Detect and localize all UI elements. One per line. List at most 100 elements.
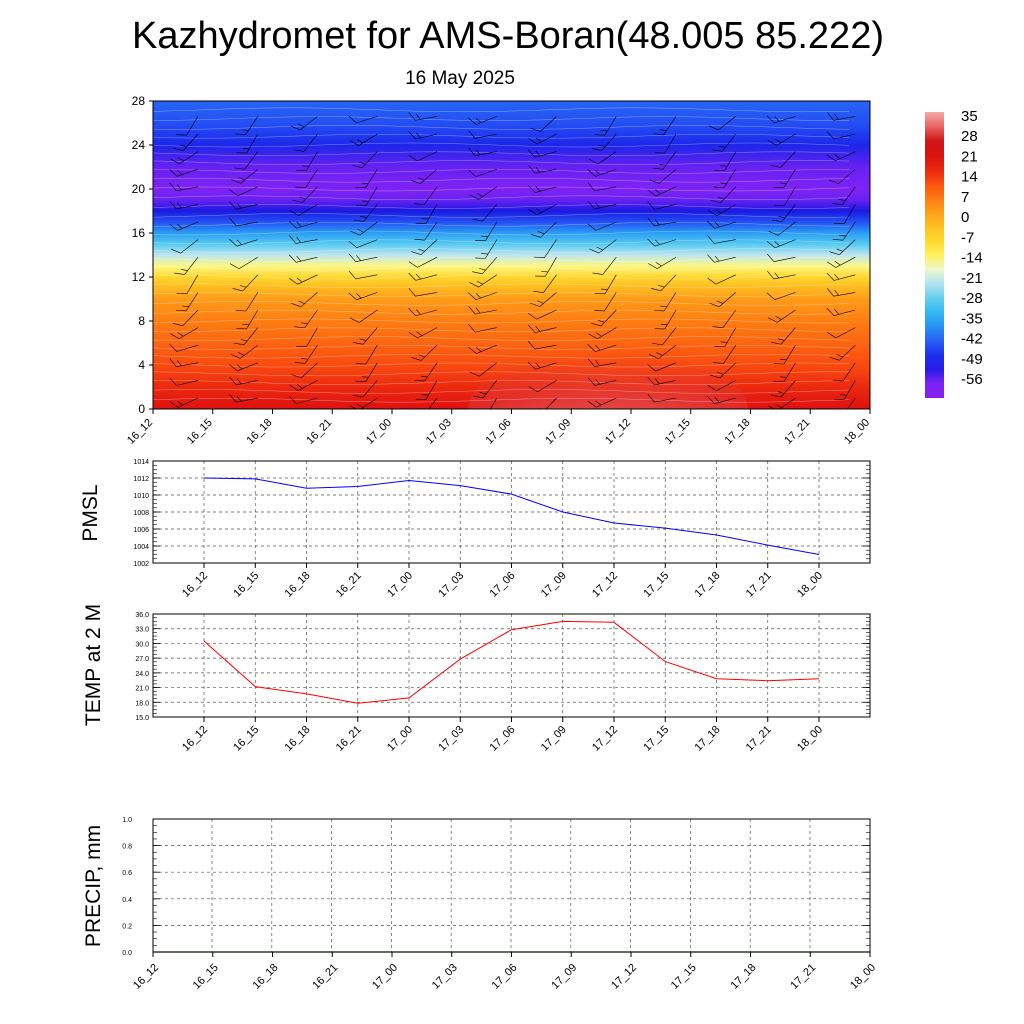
wind-barb	[414, 221, 438, 241]
wind-barb	[296, 327, 318, 347]
y-tick-label: 0	[138, 402, 145, 416]
wind-barb	[707, 396, 736, 404]
wind-barb	[594, 274, 617, 295]
wind-barb	[714, 151, 737, 171]
wind-barb	[355, 345, 378, 365]
wind-barb	[594, 292, 617, 312]
cross-section-field	[153, 101, 870, 409]
wind-barb	[652, 151, 677, 170]
wind-barb	[768, 221, 796, 236]
x-tick-label: 17_15	[641, 570, 671, 600]
wind-barb	[589, 239, 617, 254]
wind-barb	[529, 292, 557, 307]
wind-barb	[170, 327, 199, 340]
isotherm	[153, 133, 850, 139]
wind-barb	[352, 151, 378, 169]
isotherm	[153, 195, 850, 201]
wind-barb	[891, 251, 915, 277]
wind-barb	[592, 257, 617, 275]
y-tick-label: 8	[138, 314, 145, 328]
y-tick-label: 1008	[133, 510, 149, 517]
wind-barb	[291, 292, 318, 308]
wind-barb	[588, 327, 617, 340]
wind-barb	[649, 168, 677, 184]
wind-barb	[415, 204, 438, 224]
wind-barb	[653, 116, 677, 135]
wind-barb	[349, 309, 378, 323]
precip-x-axis: 16_12 16_15 16_18 16_21 17_00 17_03 17_06 17_09…	[131, 952, 878, 992]
x-tick-label: 18_00	[795, 570, 825, 600]
colorbar-label: 28	[961, 128, 978, 145]
isotherm	[153, 327, 850, 333]
temp-y-axis: 15.0 18.0 21.0 24.0 27.0 30.0 33.0 36.0	[135, 612, 870, 722]
wind-barb	[771, 204, 796, 222]
isotherm	[153, 177, 850, 183]
wind-barb	[714, 327, 737, 347]
x-tick-label: 17_00	[385, 724, 415, 754]
wind-barb	[411, 239, 438, 255]
wind-barb	[472, 257, 498, 275]
wind-barb	[349, 133, 378, 146]
colorbar-label: -56	[961, 371, 983, 388]
colorbar-scale	[925, 112, 944, 398]
wind-barb	[348, 253, 378, 262]
wind-barb	[887, 319, 915, 333]
x-tick-label: 17_21	[782, 417, 812, 447]
colorbar-label: 21	[961, 148, 978, 165]
y-tick-label: 0.2	[122, 923, 132, 930]
wind-barb	[236, 133, 259, 154]
x-tick-label: 17_06	[488, 724, 518, 754]
x-tick-label: 17_12	[590, 570, 620, 600]
x-tick-label: 16_18	[283, 724, 313, 754]
wind-barb	[468, 116, 497, 125]
wind-barb	[832, 221, 856, 241]
wind-barb	[173, 133, 199, 151]
wind-barb	[408, 288, 438, 297]
wind-barb	[591, 309, 617, 327]
y-tick-label: 24.0	[135, 671, 149, 678]
y-tick-label: 15.0	[135, 715, 149, 722]
colorbar-label: -21	[961, 270, 983, 287]
wind-barb	[707, 274, 736, 285]
wind-barb	[289, 235, 318, 244]
wind-barb	[535, 257, 557, 277]
wind-barb	[235, 292, 259, 312]
wind-barb	[408, 151, 438, 162]
isotherm	[153, 318, 850, 324]
x-tick-label: 18_00	[842, 417, 872, 447]
x-tick-label: 16_15	[231, 570, 261, 600]
colorbar-label: 0	[961, 209, 969, 226]
y-tick-label: 1006	[133, 527, 149, 534]
colorbar-label: 7	[961, 189, 969, 206]
wind-barb	[468, 292, 497, 300]
wind-barb	[710, 186, 737, 204]
wind-barb	[767, 253, 796, 262]
wind-barb	[888, 267, 915, 290]
cross-section-x-axis: 16_12 16_15 16_18 16_21 17_00 17_03 17_06 17_09…	[125, 409, 872, 447]
wind-barb	[231, 168, 258, 184]
wind-barb	[771, 380, 796, 398]
wind-barb	[766, 115, 796, 124]
wind-barb	[887, 337, 915, 355]
x-tick-label: 17_03	[436, 570, 466, 600]
x-tick-label: 17_03	[424, 417, 454, 447]
wind-barb	[587, 221, 617, 231]
x-tick-label: 17_18	[693, 724, 723, 754]
wind-barb	[587, 182, 617, 192]
wind-barb	[352, 327, 378, 345]
wind-barb	[834, 380, 856, 400]
isotherm	[153, 283, 850, 289]
x-tick-label: 17_18	[693, 570, 723, 600]
wind-barb	[169, 182, 199, 192]
wind-barb	[349, 397, 378, 409]
wind-barb	[236, 309, 259, 330]
wind-barb	[290, 116, 318, 131]
wind-barb	[827, 256, 856, 268]
x-tick-label: 17_15	[641, 724, 671, 754]
wind-barb	[587, 358, 617, 367]
wind-barb	[411, 344, 438, 361]
wind-barb	[174, 257, 199, 275]
x-tick-label: 16_21	[334, 724, 364, 754]
